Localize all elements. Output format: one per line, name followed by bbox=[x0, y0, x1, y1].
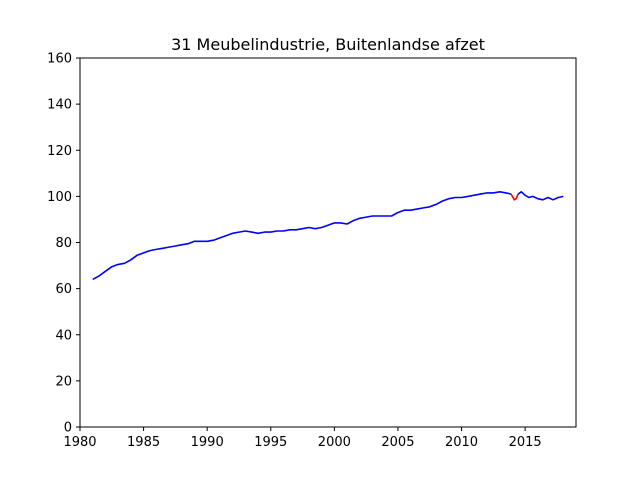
y-tick-label: 160 bbox=[47, 52, 72, 67]
y-tick-label: 140 bbox=[47, 98, 72, 113]
x-axis-ticks: 1980 1985 1990 1995 2000 2005 2010 2015 bbox=[63, 427, 542, 450]
y-tick-label: 120 bbox=[47, 144, 72, 159]
x-tick-label: 1980 bbox=[63, 435, 96, 450]
x-tick-label: 2015 bbox=[509, 435, 542, 450]
series-line-2 bbox=[510, 193, 519, 201]
x-tick-label: 1985 bbox=[127, 435, 160, 450]
x-tick-label: 1990 bbox=[191, 435, 224, 450]
y-tick-label: 100 bbox=[47, 190, 72, 205]
plot-frame bbox=[79, 57, 577, 428]
y-tick-label: 80 bbox=[55, 236, 72, 251]
y-tick-label: 20 bbox=[55, 374, 72, 389]
series-line-3 bbox=[517, 191, 564, 201]
series-layer bbox=[92, 191, 564, 281]
x-tick-label: 2000 bbox=[318, 435, 351, 450]
chart-title: 31 Meubelindustrie, Buitenlandse afzet bbox=[171, 35, 485, 54]
x-tick-label: 2005 bbox=[381, 435, 414, 450]
y-axis-ticks: 0 20 40 60 80 100 120 140 160 bbox=[47, 52, 80, 436]
series-line-1 bbox=[92, 191, 512, 281]
x-tick-label: 2010 bbox=[445, 435, 478, 450]
y-tick-label: 60 bbox=[55, 282, 72, 297]
y-tick-label: 0 bbox=[64, 421, 72, 436]
x-tick-label: 1995 bbox=[254, 435, 287, 450]
y-tick-label: 40 bbox=[55, 328, 72, 343]
